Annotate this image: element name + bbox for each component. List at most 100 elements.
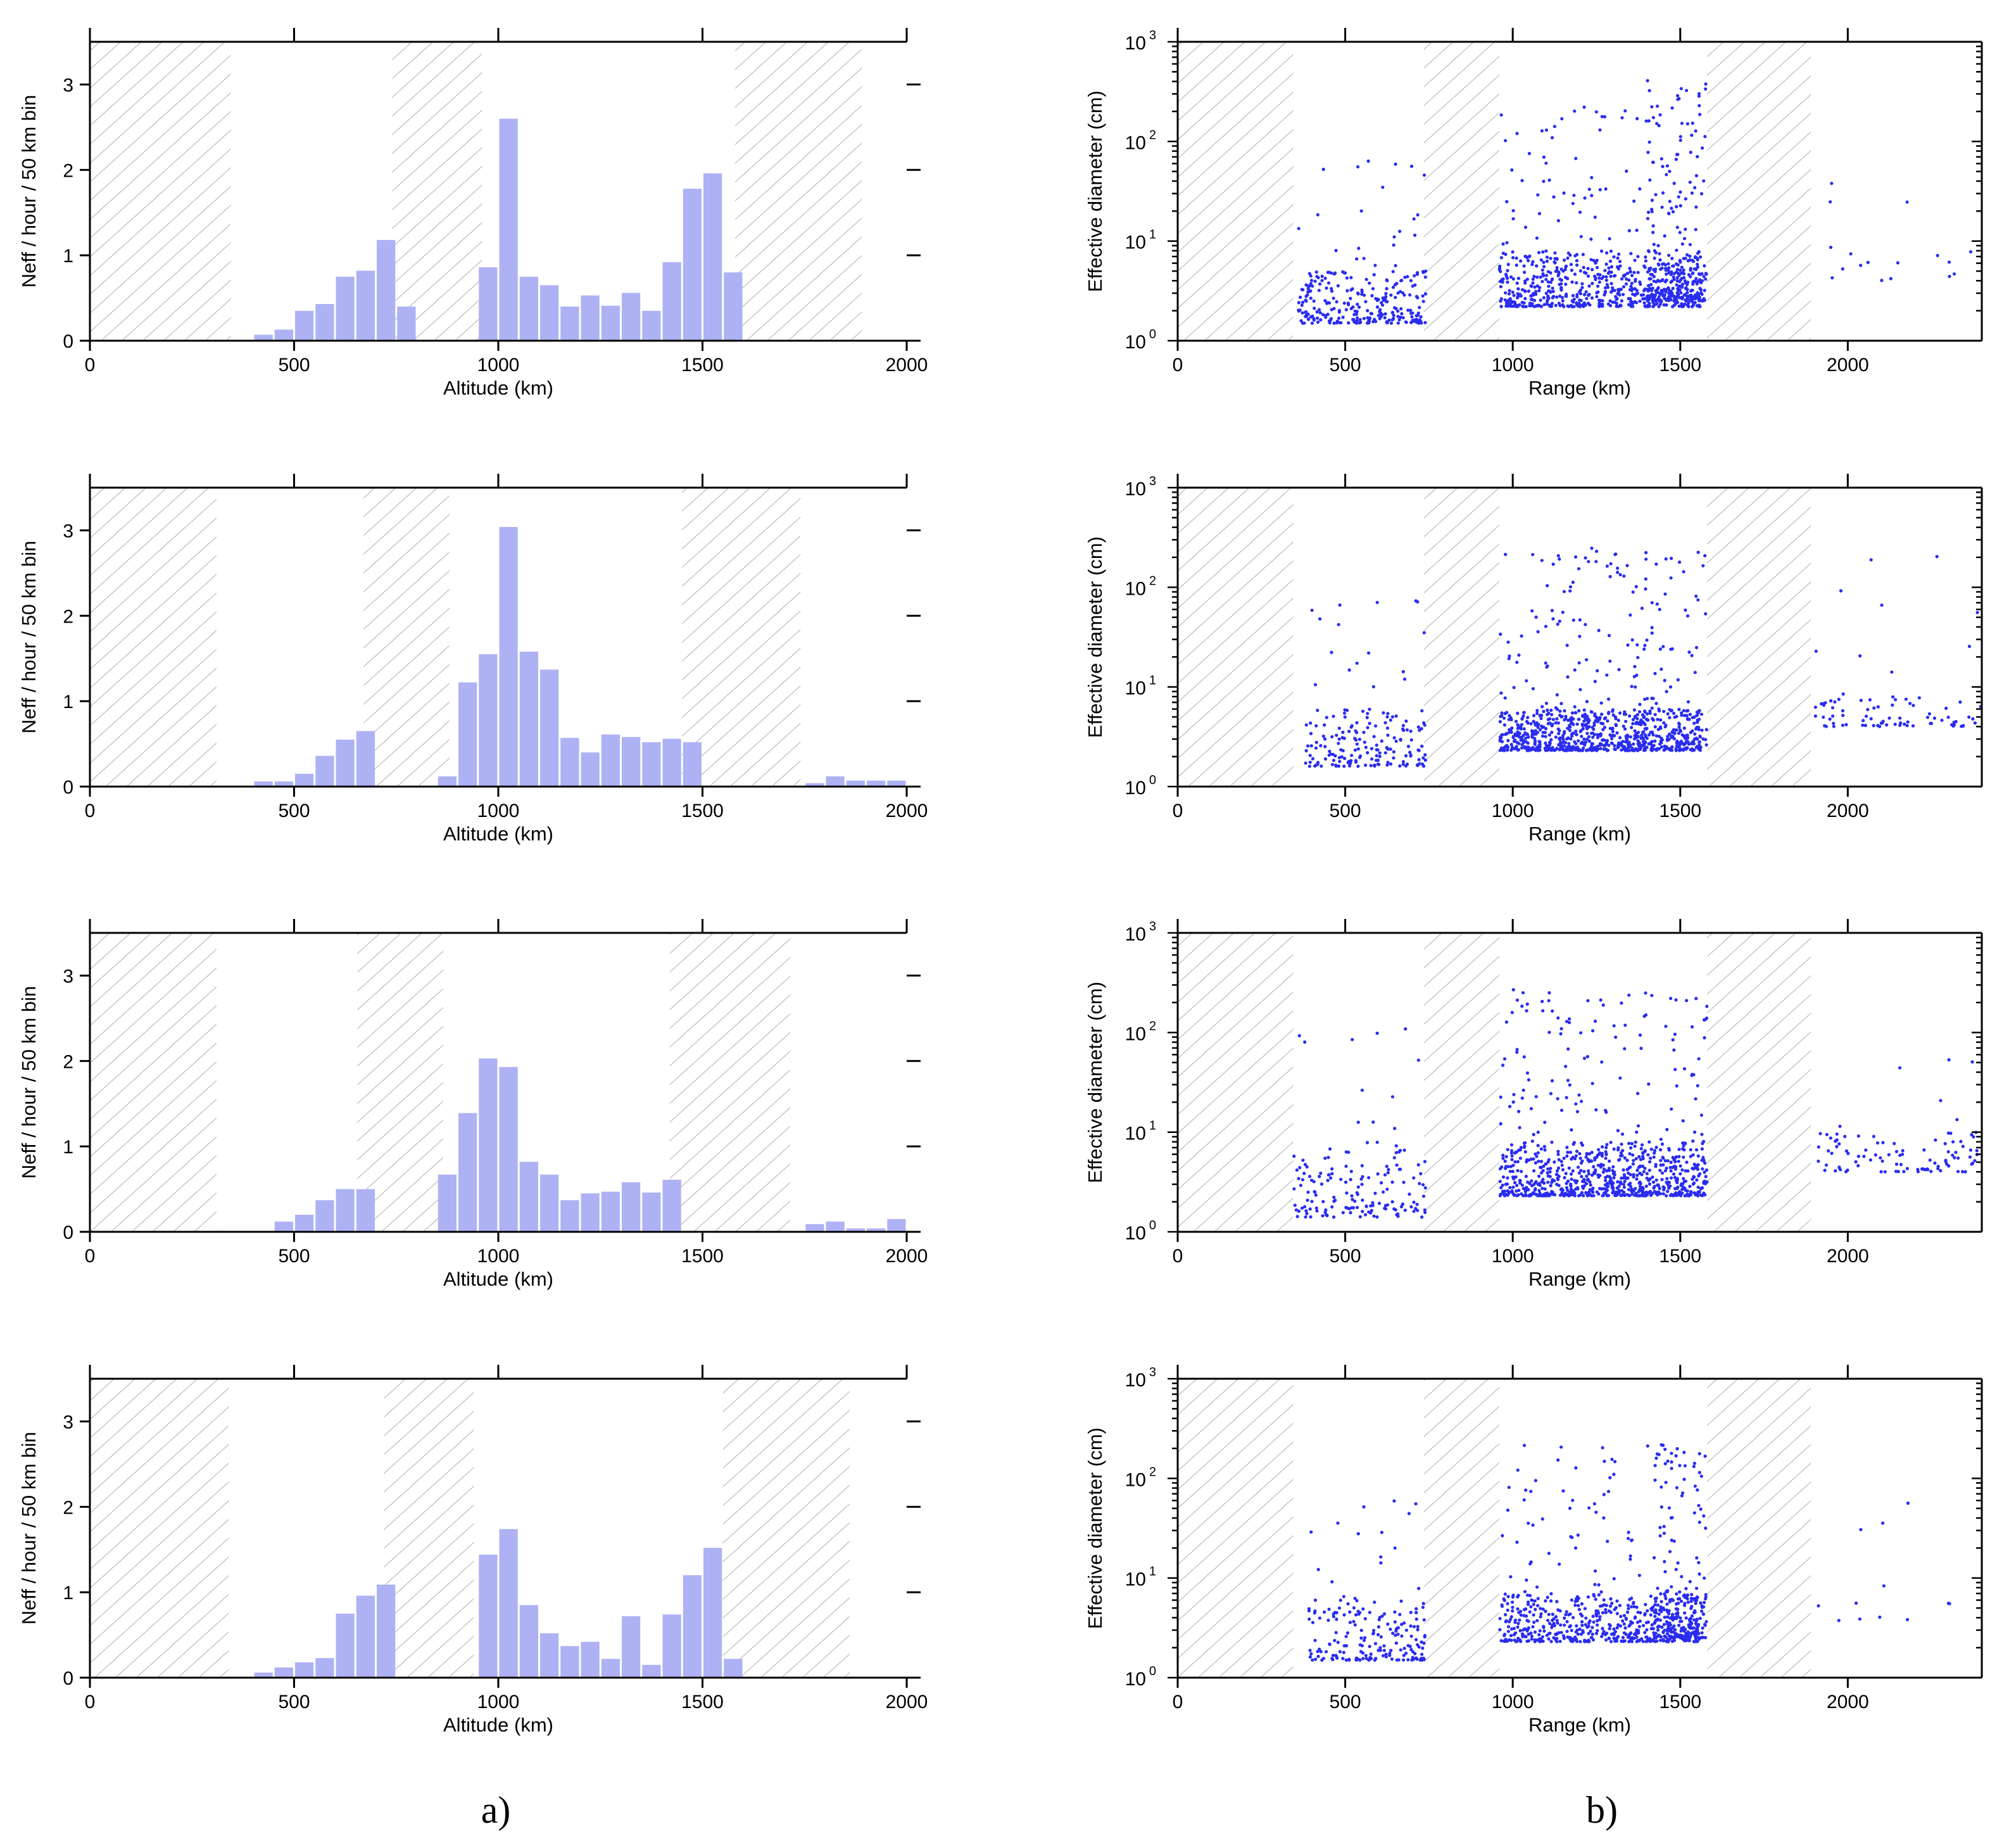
data-point xyxy=(1547,303,1551,307)
data-point xyxy=(1535,1619,1539,1623)
data-point xyxy=(1956,1156,1960,1160)
data-point xyxy=(1651,296,1654,300)
data-point xyxy=(1572,305,1576,308)
data-point xyxy=(1684,1141,1687,1146)
data-point xyxy=(1554,721,1558,725)
data-point xyxy=(1656,1625,1660,1629)
data-point xyxy=(1306,744,1310,748)
data-point xyxy=(1595,749,1599,752)
data-point xyxy=(1582,737,1586,741)
data-point xyxy=(1604,1169,1609,1173)
data-point xyxy=(1604,1153,1608,1156)
data-point xyxy=(1502,716,1506,720)
data-point xyxy=(1600,1635,1604,1638)
data-point xyxy=(1606,271,1610,275)
data-point xyxy=(1872,724,1875,728)
y-tick-label: 10 xyxy=(1125,924,1146,945)
data-point xyxy=(1381,1190,1385,1194)
data-point xyxy=(1506,746,1509,750)
data-point xyxy=(1675,1179,1679,1184)
data-point xyxy=(1635,117,1639,120)
data-point xyxy=(1679,204,1682,208)
data-point xyxy=(1652,243,1656,246)
data-point xyxy=(1629,613,1632,617)
data-point xyxy=(1529,1106,1534,1111)
data-point xyxy=(1316,316,1320,320)
data-point xyxy=(1625,748,1629,752)
data-point xyxy=(1362,1638,1366,1642)
data-point xyxy=(1832,725,1836,728)
data-point xyxy=(1659,1605,1663,1609)
data-point xyxy=(1549,1167,1553,1170)
data-point xyxy=(1627,1141,1631,1145)
data-point xyxy=(1652,1155,1656,1159)
data-point xyxy=(1533,285,1537,289)
data-point xyxy=(1397,1167,1401,1171)
data-point xyxy=(1592,723,1596,727)
data-point xyxy=(1518,1618,1521,1622)
data-point xyxy=(1384,291,1388,296)
data-point xyxy=(1894,1162,1899,1166)
data-point xyxy=(1562,749,1566,752)
data-point xyxy=(1393,282,1397,287)
data-point xyxy=(1841,267,1844,271)
data-point xyxy=(1401,1658,1406,1662)
data-point xyxy=(1330,1167,1334,1171)
data-point xyxy=(1402,1654,1406,1657)
data-point xyxy=(1696,155,1699,158)
x-tick-label: 2000 xyxy=(1827,355,1869,376)
data-point xyxy=(1898,1066,1902,1070)
y-tick-exponent: 2 xyxy=(1149,574,1156,588)
data-point xyxy=(1668,1621,1672,1625)
data-point xyxy=(1703,1018,1708,1022)
data-point xyxy=(1525,1187,1529,1191)
data-point xyxy=(1628,288,1632,292)
data-point xyxy=(1684,1169,1687,1173)
data-point xyxy=(1694,227,1698,232)
data-point xyxy=(1653,712,1657,716)
data-point xyxy=(1653,1149,1657,1153)
data-point xyxy=(1604,262,1608,266)
data-point xyxy=(1409,320,1413,324)
data-point xyxy=(1370,294,1374,298)
data-point xyxy=(1585,1178,1589,1182)
data-point xyxy=(1927,712,1931,716)
data-point xyxy=(1334,1631,1338,1635)
data-point xyxy=(1533,1599,1537,1603)
data-point xyxy=(1685,1593,1690,1597)
data-point xyxy=(1566,1189,1570,1193)
data-point xyxy=(1566,726,1570,730)
data-point xyxy=(1330,271,1333,275)
data-point xyxy=(1511,250,1515,254)
data-point xyxy=(1580,723,1585,728)
data-point xyxy=(1501,1156,1505,1160)
data-point xyxy=(1587,1169,1591,1173)
data-point xyxy=(1659,1158,1663,1163)
data-point xyxy=(1632,1158,1635,1163)
data-point xyxy=(1305,1165,1309,1169)
data-point xyxy=(1647,140,1651,144)
data-point xyxy=(1342,1650,1345,1654)
data-point xyxy=(1314,746,1318,750)
data-point xyxy=(1881,1521,1885,1525)
data-point xyxy=(1401,763,1405,766)
data-point xyxy=(1543,1120,1547,1124)
data-point xyxy=(1684,256,1687,260)
data-point xyxy=(1690,1605,1694,1609)
data-point xyxy=(1529,1560,1533,1564)
histogram-bar xyxy=(356,1595,375,1678)
data-point xyxy=(1570,721,1575,725)
data-point xyxy=(1559,702,1563,706)
data-point xyxy=(1313,683,1318,687)
data-point xyxy=(1515,1184,1519,1187)
data-point xyxy=(1547,1612,1551,1616)
data-point xyxy=(1604,1191,1608,1195)
data-point xyxy=(1637,710,1642,714)
data-point xyxy=(1551,617,1555,621)
data-point xyxy=(1352,1619,1356,1624)
data-point xyxy=(1409,279,1413,282)
data-point xyxy=(1396,321,1400,325)
data-point xyxy=(1378,311,1382,315)
data-point xyxy=(1601,728,1605,731)
data-point xyxy=(1674,205,1679,208)
